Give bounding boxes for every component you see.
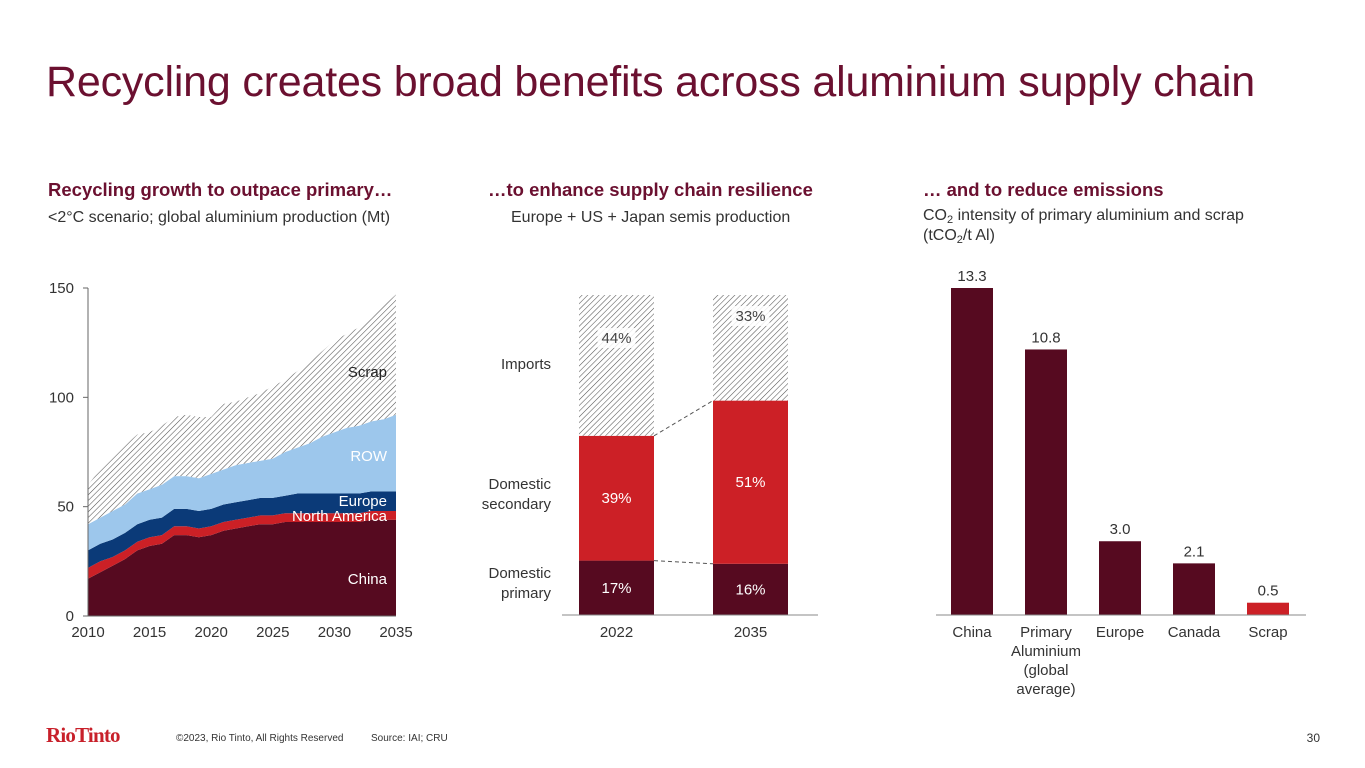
emissions-bar xyxy=(1025,349,1067,615)
x-category-label: (global xyxy=(1023,662,1068,679)
x-category-label: Primary xyxy=(1020,624,1072,641)
x-tick-label: 2010 xyxy=(71,624,104,641)
data-label: 39% xyxy=(601,490,631,507)
x-tick-label: 2025 xyxy=(256,624,289,641)
category-label-imports: Imports xyxy=(501,356,551,373)
data-label: 16% xyxy=(735,581,765,598)
area-series-north-america xyxy=(88,511,396,579)
y-tick-label: 50 xyxy=(57,499,74,516)
data-label-bg xyxy=(731,306,770,326)
right-panel-heading: … and to reduce emissions xyxy=(923,179,1164,200)
x-category-label: 2022 xyxy=(600,624,633,641)
category-label-domestic-primary-1: Domestic xyxy=(488,565,551,582)
series-label-row: ROW xyxy=(350,448,388,465)
connector-line xyxy=(653,400,714,437)
x-category-label: Europe xyxy=(1096,624,1144,641)
data-label: 17% xyxy=(601,580,631,597)
category-label-domestic-secondary-1: Domestic xyxy=(488,476,551,493)
bar-segment-domestic-secondary xyxy=(579,435,654,561)
x-category-label: Aluminium xyxy=(1011,643,1081,660)
series-label-china: China xyxy=(348,571,388,588)
category-label-domestic-secondary-2: secondary xyxy=(482,496,552,513)
production-area-chart: 0 50 100 150 2010 2015 2020 2025 2030 2035 Scrap… xyxy=(49,280,413,641)
y-tick-label: 150 xyxy=(49,280,74,297)
area-series-europe xyxy=(88,491,396,568)
x-tick-label: 2020 xyxy=(195,624,228,641)
series-label-north-america: North America xyxy=(292,508,388,525)
x-category-label: Canada xyxy=(1168,624,1221,641)
value-label: 3.0 xyxy=(1110,521,1131,538)
area-series-china xyxy=(88,519,396,616)
connector-line xyxy=(653,560,714,565)
emissions-bar xyxy=(951,288,993,615)
bar-segment-domestic-secondary xyxy=(713,400,788,564)
emissions-bar xyxy=(1173,563,1215,615)
x-tick-label: 2035 xyxy=(379,624,412,641)
y-tick-label: 100 xyxy=(49,389,74,406)
category-label-domestic-primary-2: primary xyxy=(501,585,552,602)
page-title: Recycling creates broad benefits across … xyxy=(46,58,1255,106)
value-label: 2.1 xyxy=(1184,543,1205,560)
left-panel-heading: Recycling growth to outpace primary… xyxy=(48,179,393,200)
x-category-label: 2035 xyxy=(734,624,767,641)
x-tick-label: 2015 xyxy=(133,624,166,641)
data-label: 33% xyxy=(735,308,765,325)
subtitle-part: CO xyxy=(923,207,947,224)
x-tick-label: 2030 xyxy=(318,624,351,641)
series-label-scrap: Scrap xyxy=(348,364,387,381)
subtitle-subscript: 2 xyxy=(947,214,954,226)
middle-panel-heading: …to enhance supply chain resilience xyxy=(488,179,813,200)
emissions-bar xyxy=(1247,602,1289,615)
bar-segment-domestic-primary xyxy=(713,563,788,615)
copyright-text: ©2023, Rio Tinto, All Rights Reserved xyxy=(176,733,344,744)
supply-resilience-bar-chart: 17% 39% 44% 2022 16% 51% 33% 2035 Imports Domes… xyxy=(482,295,818,641)
area-series-scrap xyxy=(88,294,396,525)
x-category-label: Scrap xyxy=(1248,624,1287,641)
bar-segment-imports xyxy=(579,295,654,436)
y-tick-label: 0 xyxy=(66,608,74,625)
emissions-bar xyxy=(1099,541,1141,615)
page-number: 30 xyxy=(1306,731,1320,745)
series-label-europe: Europe xyxy=(339,493,387,510)
bar-segment-domestic-primary xyxy=(579,560,654,615)
data-label: 51% xyxy=(735,474,765,491)
x-category-label: average) xyxy=(1016,681,1075,698)
data-label-bg xyxy=(597,328,636,348)
subtitle-subscript: 2 xyxy=(956,234,963,246)
value-label: 13.3 xyxy=(957,268,986,285)
source-text: Source: IAI; CRU xyxy=(371,733,448,744)
emissions-bar-chart: 13.3 China 10.8 Primary Aluminium (global aver… xyxy=(936,268,1306,698)
x-category-label: China xyxy=(952,624,992,641)
left-panel-subtitle: <2°C scenario; global aluminium producti… xyxy=(48,209,391,226)
rio-tinto-logo: RioTinto xyxy=(46,723,121,747)
subtitle-part: intensity of primary aluminium and scrap… xyxy=(923,207,1244,244)
area-series-row xyxy=(88,414,396,551)
value-label: 0.5 xyxy=(1258,583,1279,600)
data-label: 44% xyxy=(601,330,631,347)
value-label: 10.8 xyxy=(1031,329,1060,346)
middle-panel-subtitle: Europe + US + Japan semis production xyxy=(511,209,791,226)
right-panel-subtitle: CO2 intensity of primary aluminium and s… xyxy=(923,206,1283,246)
subtitle-part: /t Al) xyxy=(962,227,995,244)
